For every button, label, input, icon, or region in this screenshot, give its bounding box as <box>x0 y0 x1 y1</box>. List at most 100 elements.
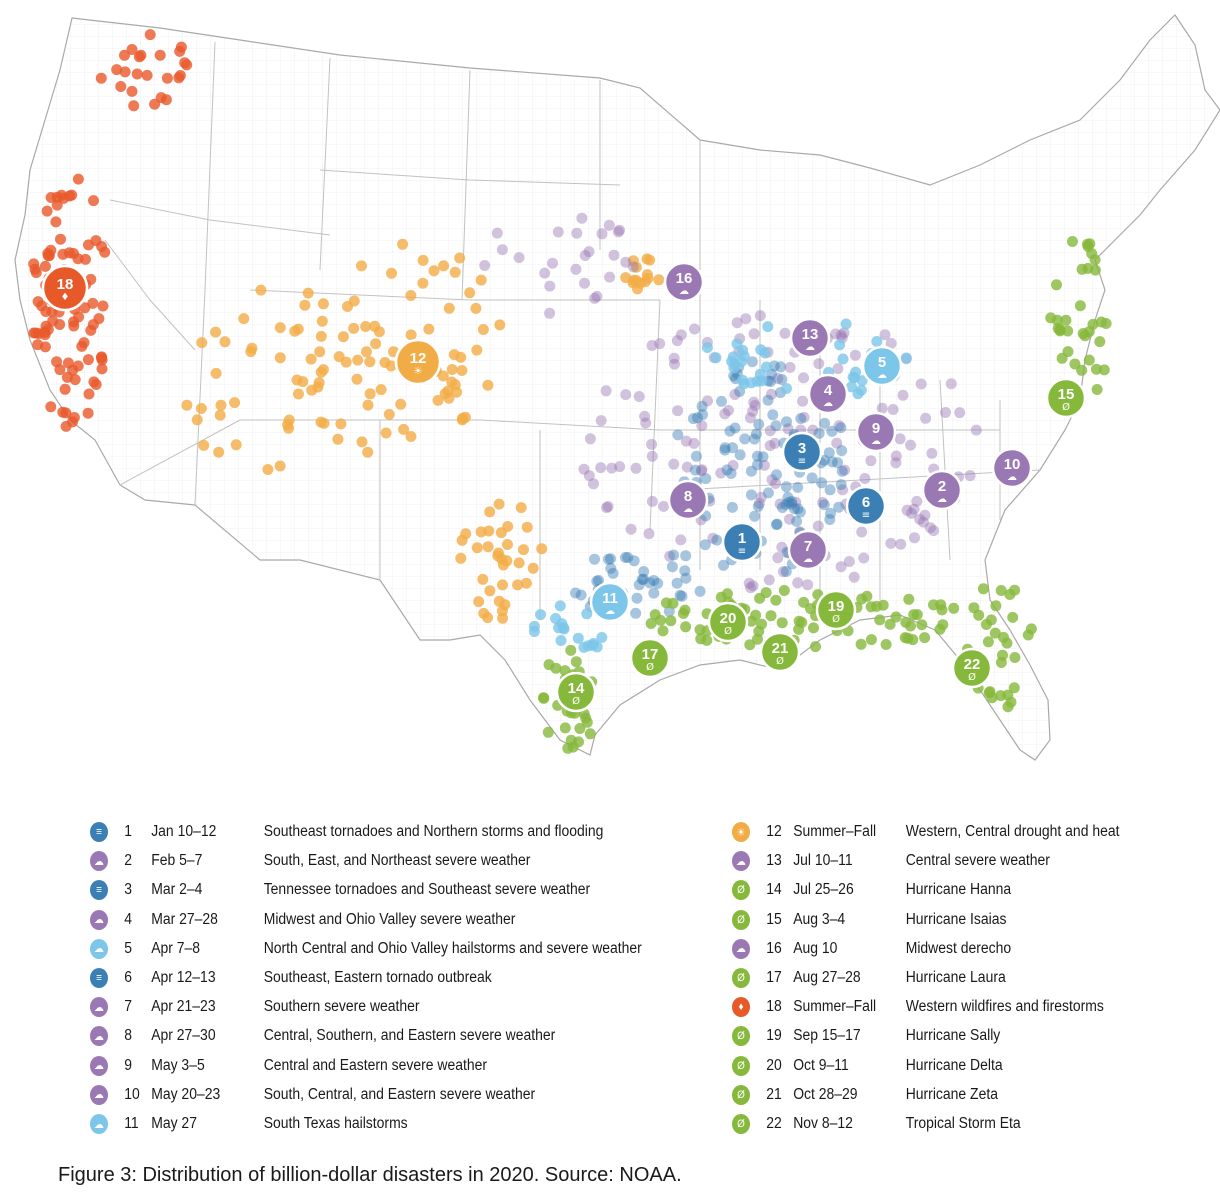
hurricane-dot <box>1074 300 1086 312</box>
tornado-dot <box>836 445 848 457</box>
severe-dot <box>964 470 976 482</box>
tornado-dot <box>833 501 845 513</box>
tornado-dot <box>746 356 758 368</box>
tornado-dot <box>816 477 828 489</box>
legend-date: May 3–5 <box>151 1056 205 1074</box>
severe-dot <box>776 541 788 553</box>
severe-dot <box>833 420 845 432</box>
hail-dot <box>900 352 912 364</box>
severe-dot <box>831 437 843 449</box>
legend-number: 7 <box>124 998 132 1016</box>
hurricane-dot <box>760 587 772 599</box>
tornado-dot <box>791 515 803 527</box>
hurricane-dot <box>1098 364 1110 376</box>
wildfire-dot <box>45 192 57 203</box>
severe-dot <box>583 246 595 258</box>
severe-dot <box>646 438 658 450</box>
hurricane-dot <box>990 600 1002 612</box>
storm-cloud-icon: ☁ <box>803 554 813 565</box>
legend-date: Summer–Fall <box>793 823 877 840</box>
severe-dot <box>774 498 786 510</box>
drought-dot <box>292 323 304 335</box>
us-outline <box>14 14 1220 761</box>
event-marker-number: 6 <box>862 494 870 511</box>
wildfire-dot <box>149 98 161 110</box>
hurricane-dot <box>1083 326 1095 338</box>
drought-dot <box>317 364 329 376</box>
tornado-dot <box>605 553 617 565</box>
hurricane-dot <box>559 722 571 734</box>
hurricane-dot <box>884 618 896 630</box>
drought-dot <box>482 541 494 553</box>
drought-dot <box>630 275 642 286</box>
hurricane-dot <box>874 614 886 626</box>
severe-dot <box>920 412 932 424</box>
severe-dot <box>688 437 700 449</box>
tornado-dot <box>652 577 664 589</box>
drought-dot <box>417 254 429 266</box>
event-marker-14: 14Ø <box>555 671 597 713</box>
tornado-dot <box>771 519 782 531</box>
severe-dot <box>908 503 920 515</box>
legend-row: Ø 19 Sep 15–17 Hurricane Sally <box>732 1024 1000 1048</box>
severe-dot <box>591 290 603 302</box>
event-marker-16: 16☁ <box>663 261 705 303</box>
hail-dot <box>846 381 857 393</box>
storm-cloud-icon: ☁ <box>823 398 833 409</box>
tornado-dot <box>729 422 741 434</box>
wildfire-dot <box>50 216 62 228</box>
drought-dot <box>536 543 548 555</box>
drought-dot <box>246 342 258 354</box>
severe-dot <box>668 352 680 364</box>
legend-date: Mar 27–28 <box>151 910 218 928</box>
tornado-dot <box>570 587 581 599</box>
severe-dot <box>627 261 639 273</box>
tornado-dot <box>680 550 692 562</box>
severe-dot <box>578 463 590 475</box>
wildfire-dot <box>87 297 99 309</box>
severe-dot <box>858 552 870 564</box>
tornado-icon: ≡ <box>738 546 746 557</box>
legend-number: 2 <box>124 852 132 870</box>
tornado-dot <box>734 449 746 461</box>
tornado-dot <box>630 607 642 619</box>
tornado-dot <box>823 447 835 459</box>
hurricane-dot <box>660 597 672 609</box>
drought-dot <box>364 388 376 400</box>
wildfire-dot <box>59 383 71 395</box>
tornado-dot <box>694 585 706 597</box>
tornado-dot <box>771 469 782 481</box>
hurricane-dot <box>880 639 892 650</box>
severe-dot <box>945 378 957 390</box>
severe-dot <box>731 317 743 329</box>
hurricane-dot <box>570 656 582 668</box>
drought-dot <box>456 534 468 546</box>
tornado-dot <box>718 559 729 571</box>
severe-dot <box>612 226 624 238</box>
wildfire-dot <box>28 258 40 270</box>
drought-dot <box>181 399 193 411</box>
storm-cloud-icon: ☁ <box>90 1055 108 1076</box>
severe-dot <box>905 439 916 451</box>
tornado-dot <box>762 394 774 406</box>
hurricane-dot <box>665 615 677 627</box>
drought-dot <box>191 414 203 426</box>
severe-dot <box>764 440 776 452</box>
wildfire-dot <box>174 70 186 81</box>
hurricane-dot <box>793 615 805 627</box>
tornado-dot <box>725 468 737 479</box>
drought-dot <box>464 287 476 299</box>
drought-dot <box>521 521 533 533</box>
hurricane-dot <box>1051 279 1062 291</box>
legend-row: ☁ 16 Aug 10 Midwest derecho <box>732 937 1011 961</box>
wildfire-dot <box>72 360 84 372</box>
hurricane-dot <box>776 617 788 629</box>
event-marker-number: 17 <box>642 646 659 663</box>
event-marker-number: 5 <box>878 354 886 371</box>
drought-dot <box>495 527 507 539</box>
wildfire-dot <box>128 100 140 112</box>
event-marker-18: 18♦ <box>41 264 89 312</box>
tornado-dot <box>757 451 769 463</box>
hurricane-dot <box>1007 611 1019 623</box>
wildfire-dot <box>40 306 52 317</box>
